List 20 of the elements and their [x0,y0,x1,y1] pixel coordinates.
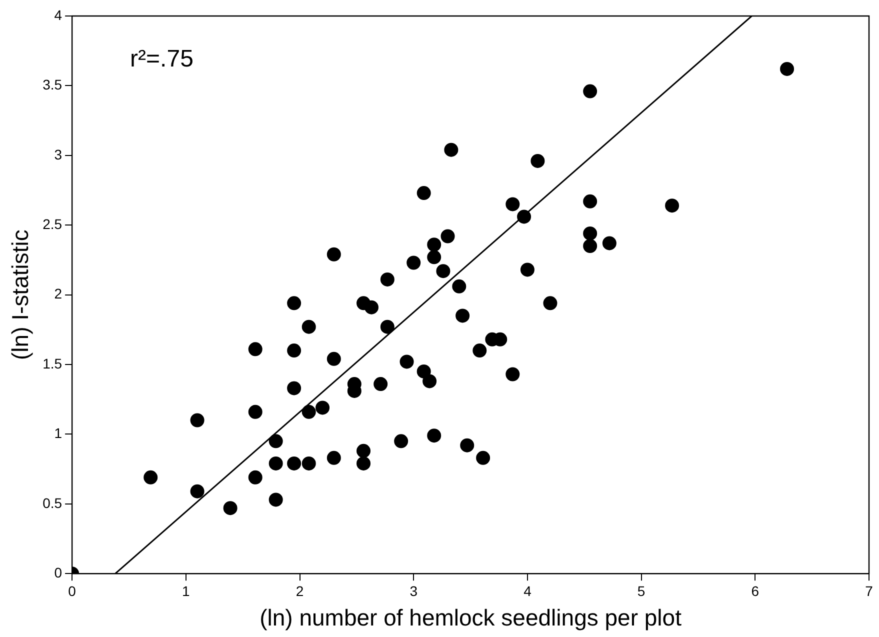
y-tick-label: 1.5 [42,355,62,372]
x-tick-label: 2 [296,582,304,599]
x-tick-label: 1 [182,582,190,599]
x-tick-label: 7 [865,582,874,599]
y-tick-label: 4 [54,6,62,23]
y-tick-label: 3.5 [42,76,62,93]
y-tick-label: 0 [54,564,62,580]
y-tick-label: 1 [54,425,62,442]
annotation: r²=.75 [130,46,194,73]
y-tick-label: 2.5 [42,216,62,232]
y-axis-title: (ln) I-statistic [7,230,34,360]
x-tick-label: 3 [410,582,418,599]
x-tick-label: 5 [637,582,646,599]
x-tick-label: 6 [751,582,760,599]
x-tick-label: 4 [524,582,532,599]
y-tick-label: 2 [54,286,62,302]
y-tick-label: 3 [54,146,62,162]
y-tick-label: 0.5 [42,494,62,511]
x-tick-label: 0 [68,582,76,599]
x-axis-title: (ln) number of hemlock seedlings per plot [260,604,682,631]
